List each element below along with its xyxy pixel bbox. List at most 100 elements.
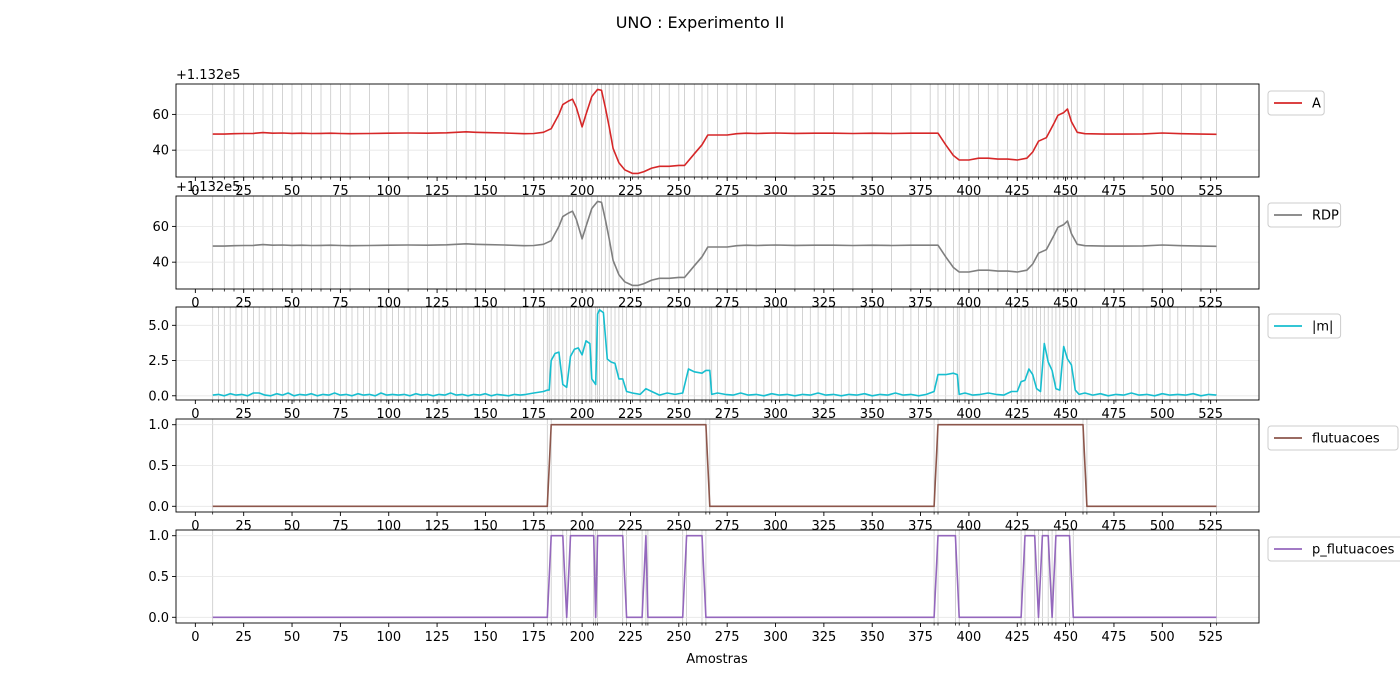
x-tick-label: 325: [811, 296, 836, 311]
x-tick-label: 50: [284, 296, 301, 311]
x-tick-label: 300: [763, 184, 788, 199]
x-tick-label: 400: [956, 630, 981, 645]
vertical-grid: [212, 307, 1217, 400]
x-tick-label: 300: [763, 630, 788, 645]
x-tick-label: 325: [811, 184, 836, 199]
x-tick-label: 425: [1005, 184, 1030, 199]
x-tick-label: 125: [425, 184, 450, 199]
y-offset-label: +1.132e5: [176, 180, 240, 195]
x-tick-label: 450: [1053, 630, 1078, 645]
x-tick-label: 75: [332, 407, 349, 422]
legend-box: [1267, 313, 1342, 339]
x-tick-label: 525: [1198, 630, 1223, 645]
x-tick-label: 250: [666, 184, 691, 199]
x-tick-label: 0: [191, 630, 199, 645]
x-tick-label: 100: [376, 519, 401, 534]
legend-box: [1267, 202, 1342, 228]
x-tick-label: 150: [473, 630, 498, 645]
legend: flutuacoes: [1267, 425, 1399, 451]
x-tick-label: 150: [473, 407, 498, 422]
x-tick-label: 275: [715, 630, 740, 645]
series-line-flutuacoes: [212, 423, 1217, 508]
y-tick-label: 40: [152, 256, 169, 271]
x-tick-label: 300: [763, 296, 788, 311]
series-line-p_flutuacoes: [212, 534, 1217, 619]
x-tick-label: 225: [618, 630, 643, 645]
x-tick-label: 500: [1150, 407, 1175, 422]
x-tick-label: 325: [811, 407, 836, 422]
x-tick-label: 350: [860, 184, 885, 199]
y-tick-label: 0.0: [148, 389, 169, 404]
x-tick-label: 100: [376, 630, 401, 645]
y-tick-label: 60: [152, 220, 169, 235]
x-tick-label: 200: [570, 184, 595, 199]
x-tick-label: 50: [284, 519, 301, 534]
x-tick-label: 425: [1005, 630, 1030, 645]
x-tick-label: 250: [666, 296, 691, 311]
x-tick-label: 225: [618, 519, 643, 534]
legend-label: p_flutuacoes: [1312, 543, 1395, 558]
x-tick-label: 525: [1198, 184, 1223, 199]
subplot-m-panel: 0.0 2.5 5.0 0 25 50 75 100 125 150 175 200 225 250 275…: [148, 306, 1342, 422]
series-line-RDP: [212, 200, 1217, 287]
x-tick-label: 300: [763, 407, 788, 422]
x-tick-label: 400: [956, 519, 981, 534]
x-tick-label: 50: [284, 184, 301, 199]
x-tick-label: 325: [811, 630, 836, 645]
series-line-A: [212, 88, 1217, 175]
x-tick-label: 225: [618, 296, 643, 311]
x-axis-label: Amostras: [686, 652, 748, 667]
x-tick-label: 200: [570, 407, 595, 422]
x-tick-label: 175: [521, 630, 546, 645]
x-tick-label: 100: [376, 184, 401, 199]
y-tick-label: 0.5: [148, 459, 169, 474]
figure-title: UNO : Experimento II: [616, 13, 785, 32]
x-tick-label: 375: [908, 630, 933, 645]
x-tick-label: 450: [1053, 407, 1078, 422]
x-tick-label: 25: [235, 296, 252, 311]
x-tick-label: 300: [763, 519, 788, 534]
x-tick-label: 525: [1198, 296, 1223, 311]
y-tick-label: 0.0: [148, 500, 169, 515]
x-tick-label: 475: [1102, 184, 1127, 199]
series-line-m: [212, 309, 1217, 397]
x-tick-label: 125: [425, 519, 450, 534]
x-tick-label: 25: [235, 519, 252, 534]
vertical-grid: [212, 196, 1217, 289]
x-tick-label: 175: [521, 519, 546, 534]
x-tick-label: 275: [715, 184, 740, 199]
y-tick-label: 60: [152, 108, 169, 123]
x-tick-label: 500: [1150, 519, 1175, 534]
x-tick-label: 150: [473, 519, 498, 534]
x-tick-label: 225: [618, 407, 643, 422]
subplot-A-panel: 40 60 0 25 50 75 100 125 150 175 200 225 250 275 300 32…: [152, 68, 1325, 199]
x-tick-label: 0: [191, 184, 199, 199]
x-tick-label: 475: [1102, 407, 1127, 422]
x-tick-label: 400: [956, 296, 981, 311]
legend: |m|: [1267, 313, 1342, 339]
x-tick-label: 0: [191, 407, 199, 422]
x-tick-label: 475: [1102, 296, 1127, 311]
x-tick-label: 25: [235, 630, 252, 645]
x-tick-label: 50: [284, 630, 301, 645]
x-tick-label: 100: [376, 296, 401, 311]
x-tick-label: 400: [956, 407, 981, 422]
x-tick-label: 200: [570, 630, 595, 645]
x-tick-label: 425: [1005, 519, 1030, 534]
x-tick-label: 175: [521, 184, 546, 199]
x-tick-label: 25: [235, 407, 252, 422]
x-tick-label: 200: [570, 519, 595, 534]
x-tick-label: 375: [908, 184, 933, 199]
x-tick-label: 375: [908, 296, 933, 311]
x-tick-label: 525: [1198, 519, 1223, 534]
legend-label: flutuacoes: [1312, 432, 1380, 447]
x-tick-label: 500: [1150, 630, 1175, 645]
x-tick-label: 425: [1005, 407, 1030, 422]
x-tick-label: 500: [1150, 184, 1175, 199]
x-tick-label: 125: [425, 630, 450, 645]
x-tick-label: 375: [908, 519, 933, 534]
y-tick-label: 1.0: [148, 418, 169, 433]
y-tick-label: 2.5: [148, 354, 169, 369]
